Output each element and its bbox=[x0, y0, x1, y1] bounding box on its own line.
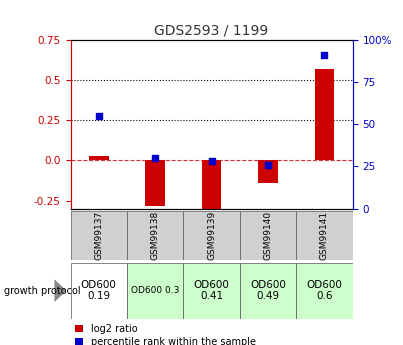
Point bbox=[265, 162, 271, 168]
Text: OD600
0.49: OD600 0.49 bbox=[250, 280, 286, 302]
FancyBboxPatch shape bbox=[127, 263, 183, 318]
FancyBboxPatch shape bbox=[296, 211, 353, 260]
Bar bbox=[315, 69, 334, 160]
Bar bbox=[89, 156, 108, 160]
FancyBboxPatch shape bbox=[71, 211, 127, 260]
Text: growth protocol: growth protocol bbox=[4, 286, 81, 296]
Title: GDS2593 / 1199: GDS2593 / 1199 bbox=[154, 23, 269, 37]
FancyBboxPatch shape bbox=[296, 263, 353, 318]
Text: GSM99141: GSM99141 bbox=[320, 211, 329, 260]
Bar bbox=[202, 160, 222, 209]
Point bbox=[321, 52, 328, 58]
FancyBboxPatch shape bbox=[183, 263, 240, 318]
Text: GSM99140: GSM99140 bbox=[264, 211, 272, 260]
Bar bbox=[145, 160, 165, 206]
FancyBboxPatch shape bbox=[183, 211, 240, 260]
Text: OD600
0.19: OD600 0.19 bbox=[81, 280, 117, 302]
Point bbox=[96, 113, 102, 119]
FancyBboxPatch shape bbox=[240, 263, 296, 318]
Polygon shape bbox=[54, 279, 66, 302]
FancyBboxPatch shape bbox=[240, 211, 296, 260]
Point bbox=[152, 155, 158, 161]
FancyBboxPatch shape bbox=[71, 263, 127, 318]
Text: GSM99139: GSM99139 bbox=[207, 211, 216, 260]
Text: OD600
0.6: OD600 0.6 bbox=[306, 280, 343, 302]
Text: GSM99138: GSM99138 bbox=[151, 211, 160, 260]
Text: GSM99137: GSM99137 bbox=[94, 211, 103, 260]
Text: OD600 0.3: OD600 0.3 bbox=[131, 286, 179, 295]
Text: OD600
0.41: OD600 0.41 bbox=[193, 280, 230, 302]
Bar bbox=[258, 160, 278, 183]
FancyBboxPatch shape bbox=[127, 211, 183, 260]
Point bbox=[208, 159, 215, 164]
Legend: log2 ratio, percentile rank within the sample: log2 ratio, percentile rank within the s… bbox=[75, 324, 256, 345]
